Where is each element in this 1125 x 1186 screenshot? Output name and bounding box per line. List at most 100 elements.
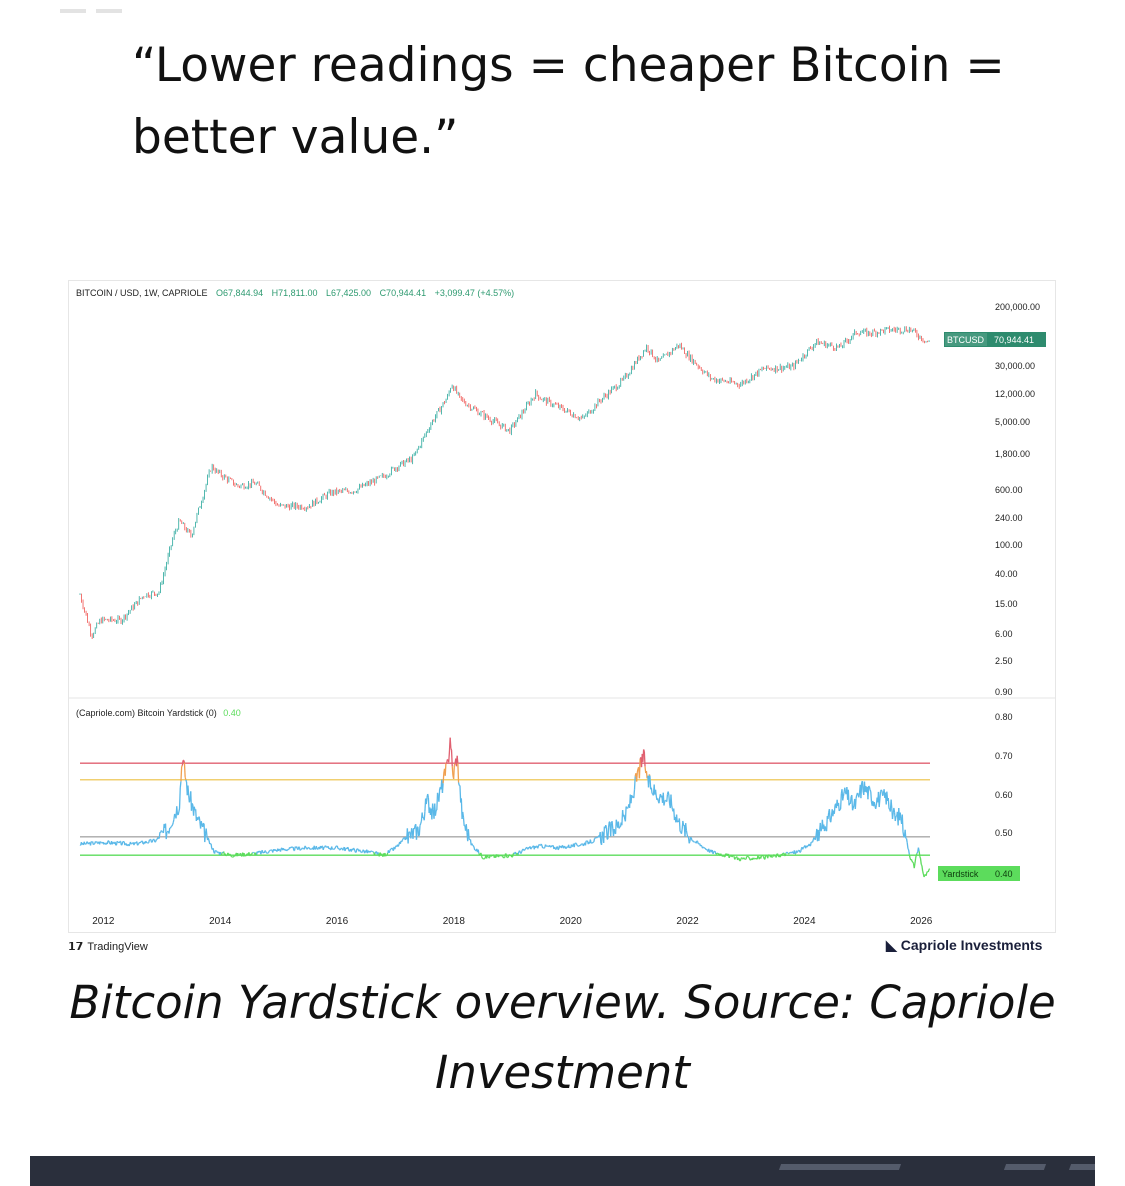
yardstick-segment [624,806,627,822]
yardstick-segment [917,847,920,852]
yardstick-segment [481,857,484,860]
yardstick-segment [154,841,157,843]
yardstick-segment [856,792,859,795]
yardstick-segment [636,768,639,773]
yardstick-segment [879,791,882,800]
yardstick-segment [328,847,331,850]
chart-area: BITCOIN / USD, 1W, CAPRIOLE O67,844.94 H… [68,280,1056,933]
yardstick-segment [842,796,845,801]
yardstick-segment [402,837,405,839]
yardstick-segment [462,817,465,826]
yardstick-segment [361,851,364,853]
yardstick-segment [517,851,520,855]
capriole-text: Capriole Investments [900,937,1043,953]
tradingview-icon: 𝟭𝟳 [68,941,84,953]
yardstick-segment [589,839,592,844]
yardstick-segment [230,855,233,858]
yardstick-segment [134,842,136,844]
yardstick-segment [649,775,652,790]
yardstick-segment [887,797,890,809]
yardstick-segment [130,843,133,845]
yardstick-segment [703,846,706,849]
yardstick-segment [747,855,750,858]
yardstick-segment [601,831,604,834]
yardstick-segment [354,850,357,853]
yardstick-segment [188,799,191,803]
yardstick-segment [535,846,537,849]
yardstick-segment [306,847,309,850]
threshold-lines [80,762,930,856]
yardstick-segment [720,853,723,856]
yardstick-segment [647,774,650,788]
yardstick-segment [760,855,763,859]
yardstick-segment [229,853,232,857]
yardstick-segment [685,823,688,831]
yardstick-segment [523,848,526,851]
yardstick-segment [438,789,441,802]
yardstick-segment [690,836,692,839]
yardstick-segment [579,843,582,846]
yardstick-segment [868,786,871,791]
yardstick-segment [890,799,893,809]
yardstick-segment [227,852,230,855]
yardstick-segment [174,813,176,816]
yardstick-segment [325,846,328,848]
price-tick: 240.00 [995,513,1023,523]
yardstick-segment [847,789,850,806]
yardstick-segment [245,853,248,857]
yardstick-segment [623,814,626,820]
yardstick-segment [849,796,852,804]
yardstick-segment [435,809,438,812]
yardstick-segment [477,849,480,854]
yardstick-segment [802,847,805,850]
yardstick-segment [307,846,309,849]
yardstick-segment [172,819,175,823]
yardstick-segment [915,853,918,855]
price-tag-value: 70,944.41 [994,335,1034,345]
yardstick-segment [394,846,397,850]
yardstick-segment [712,851,715,855]
yardstick-segment [875,805,878,809]
yardstick-segment [514,851,517,855]
price-header-close: C70,944.41 [380,288,427,298]
quote-text: “Lower readings = cheaper Bitcoin = bett… [132,30,1032,174]
yardstick-segment [341,847,343,850]
yardstick-segment [373,853,376,856]
yardstick-segment [851,795,854,811]
yardstick-segment [505,854,508,858]
yardstick-segment [577,845,579,847]
caption-line-1: Bitcoin Yardstick overview. Source: Capr… [69,976,1056,1029]
yardstick-segment [385,854,387,857]
yardstick-segment [790,851,793,854]
yardstick-segment [578,844,581,847]
yardstick-segment [919,858,922,865]
yardstick-segment [720,854,723,857]
yardstick-segment [638,758,641,779]
yardstick-segment [731,855,734,858]
yardstick-segment [696,840,699,842]
yardstick-segment [592,841,595,843]
yardstick-segment [557,848,560,851]
banner-stripe [1068,1164,1095,1170]
yardstick-segment [593,838,596,842]
yardstick-segment [605,827,608,840]
yardstick-segment [867,786,870,800]
yardstick-segment [642,749,645,762]
yardstick-segment [839,808,842,811]
indicator-axis: 0.80 0.70 0.60 0.50 [995,712,1013,838]
yardstick-segment [643,749,645,752]
yardstick-segment [905,838,908,843]
yardstick-segment [906,842,909,849]
time-tick: 2018 [443,916,466,927]
yardstick-segment [549,845,551,848]
yardstick-segment [546,845,548,847]
yardstick-segment [286,849,289,852]
yardstick-segment [607,827,610,840]
yardstick-segment [605,824,608,828]
yardstick-segment [308,847,311,850]
yardstick-segment [180,766,183,782]
yardstick-segment [918,851,921,857]
yardstick-segment [732,854,735,857]
yardstick-segment [427,793,430,798]
yardstick-segment [796,850,799,853]
